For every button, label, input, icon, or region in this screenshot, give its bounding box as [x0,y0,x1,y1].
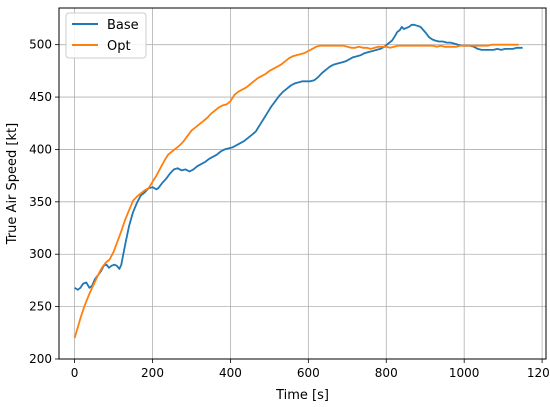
y-tick-label: 300 [29,247,52,261]
y-tick-label: 450 [29,90,52,104]
x-axis-label: Time [s] [275,388,329,403]
y-tick-label: 250 [29,300,52,314]
legend-label-base: Base [107,18,139,33]
x-tick-label: 400 [219,366,242,380]
plot-frame [58,7,547,360]
y-tick-label: 500 [29,38,52,52]
x-tick-label: 200 [141,366,164,380]
y-tick-label: 350 [29,195,52,209]
y-tick-label: 400 [29,142,52,156]
x-tick-label: 1000 [449,366,480,380]
series-line-base [74,23,523,291]
series-line-opt [73,43,519,339]
legend: Base Opt [65,12,147,59]
x-tick-label: 600 [297,366,320,380]
x-tick-label: 1200 [527,366,550,380]
legend-label-opt: Opt [107,39,131,54]
grid [59,8,546,360]
y-axis-label: True Air Speed [kt] [5,123,20,245]
y-axis-ticks: 200 250 300 350 400 450 500 [29,38,59,366]
x-tick-label: 0 [71,366,79,380]
plot-series [73,23,523,339]
x-axis-ticks: 0 200 400 600 800 1000 1200 [71,359,550,380]
x-tick-label: 800 [375,366,398,380]
y-tick-label: 200 [29,352,52,366]
